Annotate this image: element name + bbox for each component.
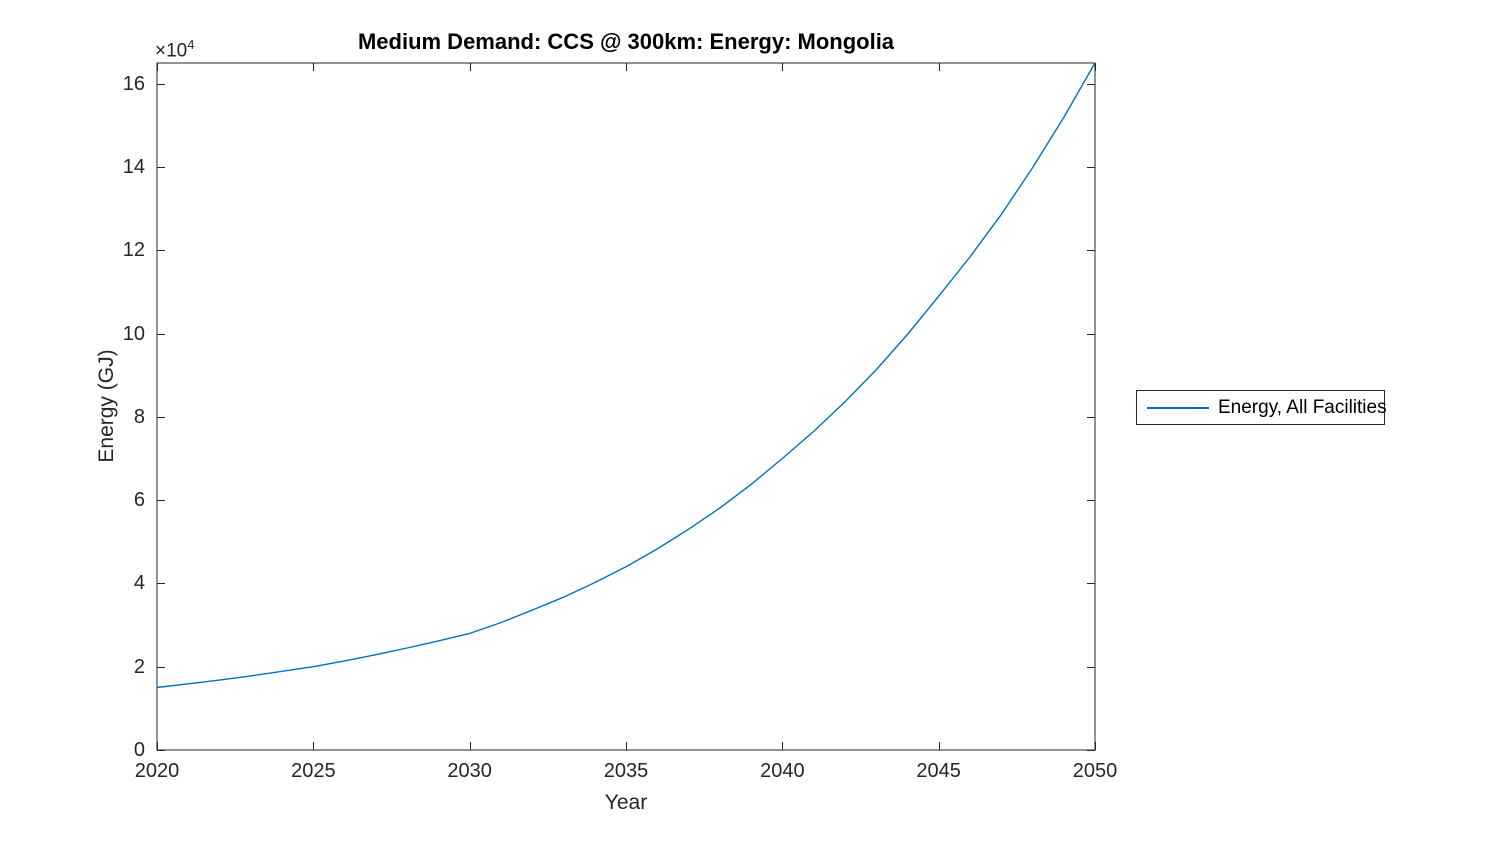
axes-box	[156, 62, 1096, 751]
y-exponent-sup: 4	[187, 37, 195, 52]
y-tick-label: 16	[122, 72, 145, 95]
x-tick-label: 2050	[1072, 760, 1118, 782]
legend-entry-label: Energy, All Facilities	[1218, 396, 1387, 418]
y-exponent-base: ×10	[155, 40, 188, 62]
y-tick-label: 0	[133, 739, 145, 761]
x-tick-label: 2035	[603, 760, 649, 782]
y-tick-label: 12	[122, 239, 145, 262]
legend: Energy, All Facilities	[1136, 390, 1387, 425]
legend-line-sample	[1147, 406, 1209, 409]
y-tick-label: 2	[133, 655, 145, 678]
x-axis-label: Year	[604, 791, 648, 814]
y-tick-label: 14	[122, 156, 145, 179]
y-axis-exponent-label: ×104	[155, 37, 194, 62]
chart-title: Medium Demand: CCS @ 300km: Energy: Mong…	[357, 29, 895, 54]
y-tick-label: 10	[122, 322, 145, 345]
y-tick-label: 8	[133, 405, 145, 428]
energy-line	[156, 62, 1096, 689]
x-tick-label: 2025	[291, 760, 336, 782]
x-tick-label: 2030	[447, 760, 492, 782]
y-tick-label: 4	[133, 572, 145, 595]
x-tick-label: 2045	[916, 760, 961, 782]
x-tick-label: 2020	[134, 760, 180, 782]
y-tick-label: 6	[133, 489, 145, 512]
x-tick-label: 2040	[760, 760, 805, 782]
